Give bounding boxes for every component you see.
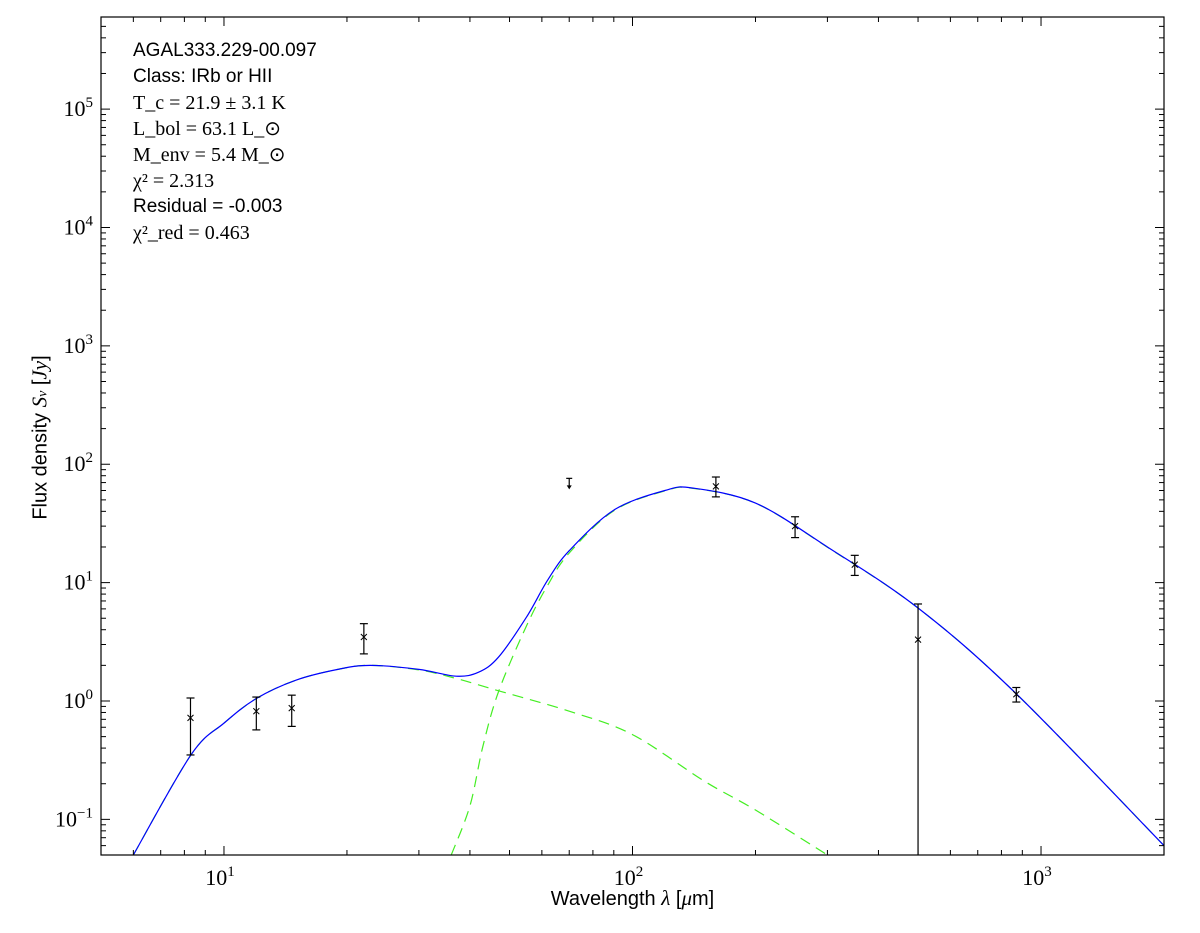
annotation-block: AGAL333.229-00.097 Class: IRb or HII T_c… xyxy=(133,38,317,246)
annotation-source: AGAL333.229-00.097 xyxy=(133,40,317,61)
data-point-0 xyxy=(186,697,195,756)
data-point-2 xyxy=(287,694,296,728)
y-tick-label: 104 xyxy=(64,213,94,239)
x-axis-label: Wavelength λ [μm] xyxy=(550,886,715,910)
data-marker xyxy=(288,704,296,712)
y-axis-label: Flux density Sν [Jy] xyxy=(27,355,52,520)
data-point-7 xyxy=(914,603,923,855)
y-tick-label: 102 xyxy=(64,450,94,476)
y-tick-label: 103 xyxy=(64,332,94,358)
data-marker xyxy=(252,707,260,715)
model-component-dashed-2 xyxy=(450,486,1164,855)
annotation-chi2red: χ²_red = 0.463 xyxy=(133,222,250,244)
data-marker xyxy=(914,636,922,643)
data-marker xyxy=(791,522,799,530)
data-point-8 xyxy=(1012,686,1021,703)
data-marker xyxy=(851,561,859,568)
annotation-menv: M_env = 5.4 M_⊙ xyxy=(133,144,286,166)
annotation-lbol: L_bol = 63.1 L_⊙ xyxy=(133,118,282,140)
data-point-6 xyxy=(850,554,859,577)
annotation-tc: T_c = 21.9 ± 3.1 K xyxy=(133,92,286,114)
annotation-residual: Residual = -0.003 xyxy=(133,196,283,217)
data-point-4 xyxy=(711,476,720,498)
x-tick-label: 103 xyxy=(1022,864,1052,890)
x-tick-label: 102 xyxy=(614,864,644,890)
data-marker xyxy=(187,714,194,722)
data-point-1 xyxy=(252,696,261,731)
y-tick-label: 100 xyxy=(64,687,94,713)
annotation-class: Class: IRb or HII xyxy=(133,66,273,87)
y-tick-label: 101 xyxy=(64,569,94,595)
upper-limit-0 xyxy=(566,477,573,490)
data-point-3 xyxy=(359,623,368,655)
data-marker xyxy=(712,483,720,490)
annotation-chi2: χ² = 2.313 xyxy=(133,170,215,192)
y-tick-label: 105 xyxy=(64,95,94,121)
x-tick-label: 101 xyxy=(205,864,235,890)
upper-limit-arrow xyxy=(566,485,572,490)
model-total-0 xyxy=(132,486,1164,855)
data-marker xyxy=(1012,690,1020,698)
data-marker xyxy=(360,633,368,641)
y-tick-label: 10−1 xyxy=(55,805,93,831)
data-point-5 xyxy=(791,516,800,539)
